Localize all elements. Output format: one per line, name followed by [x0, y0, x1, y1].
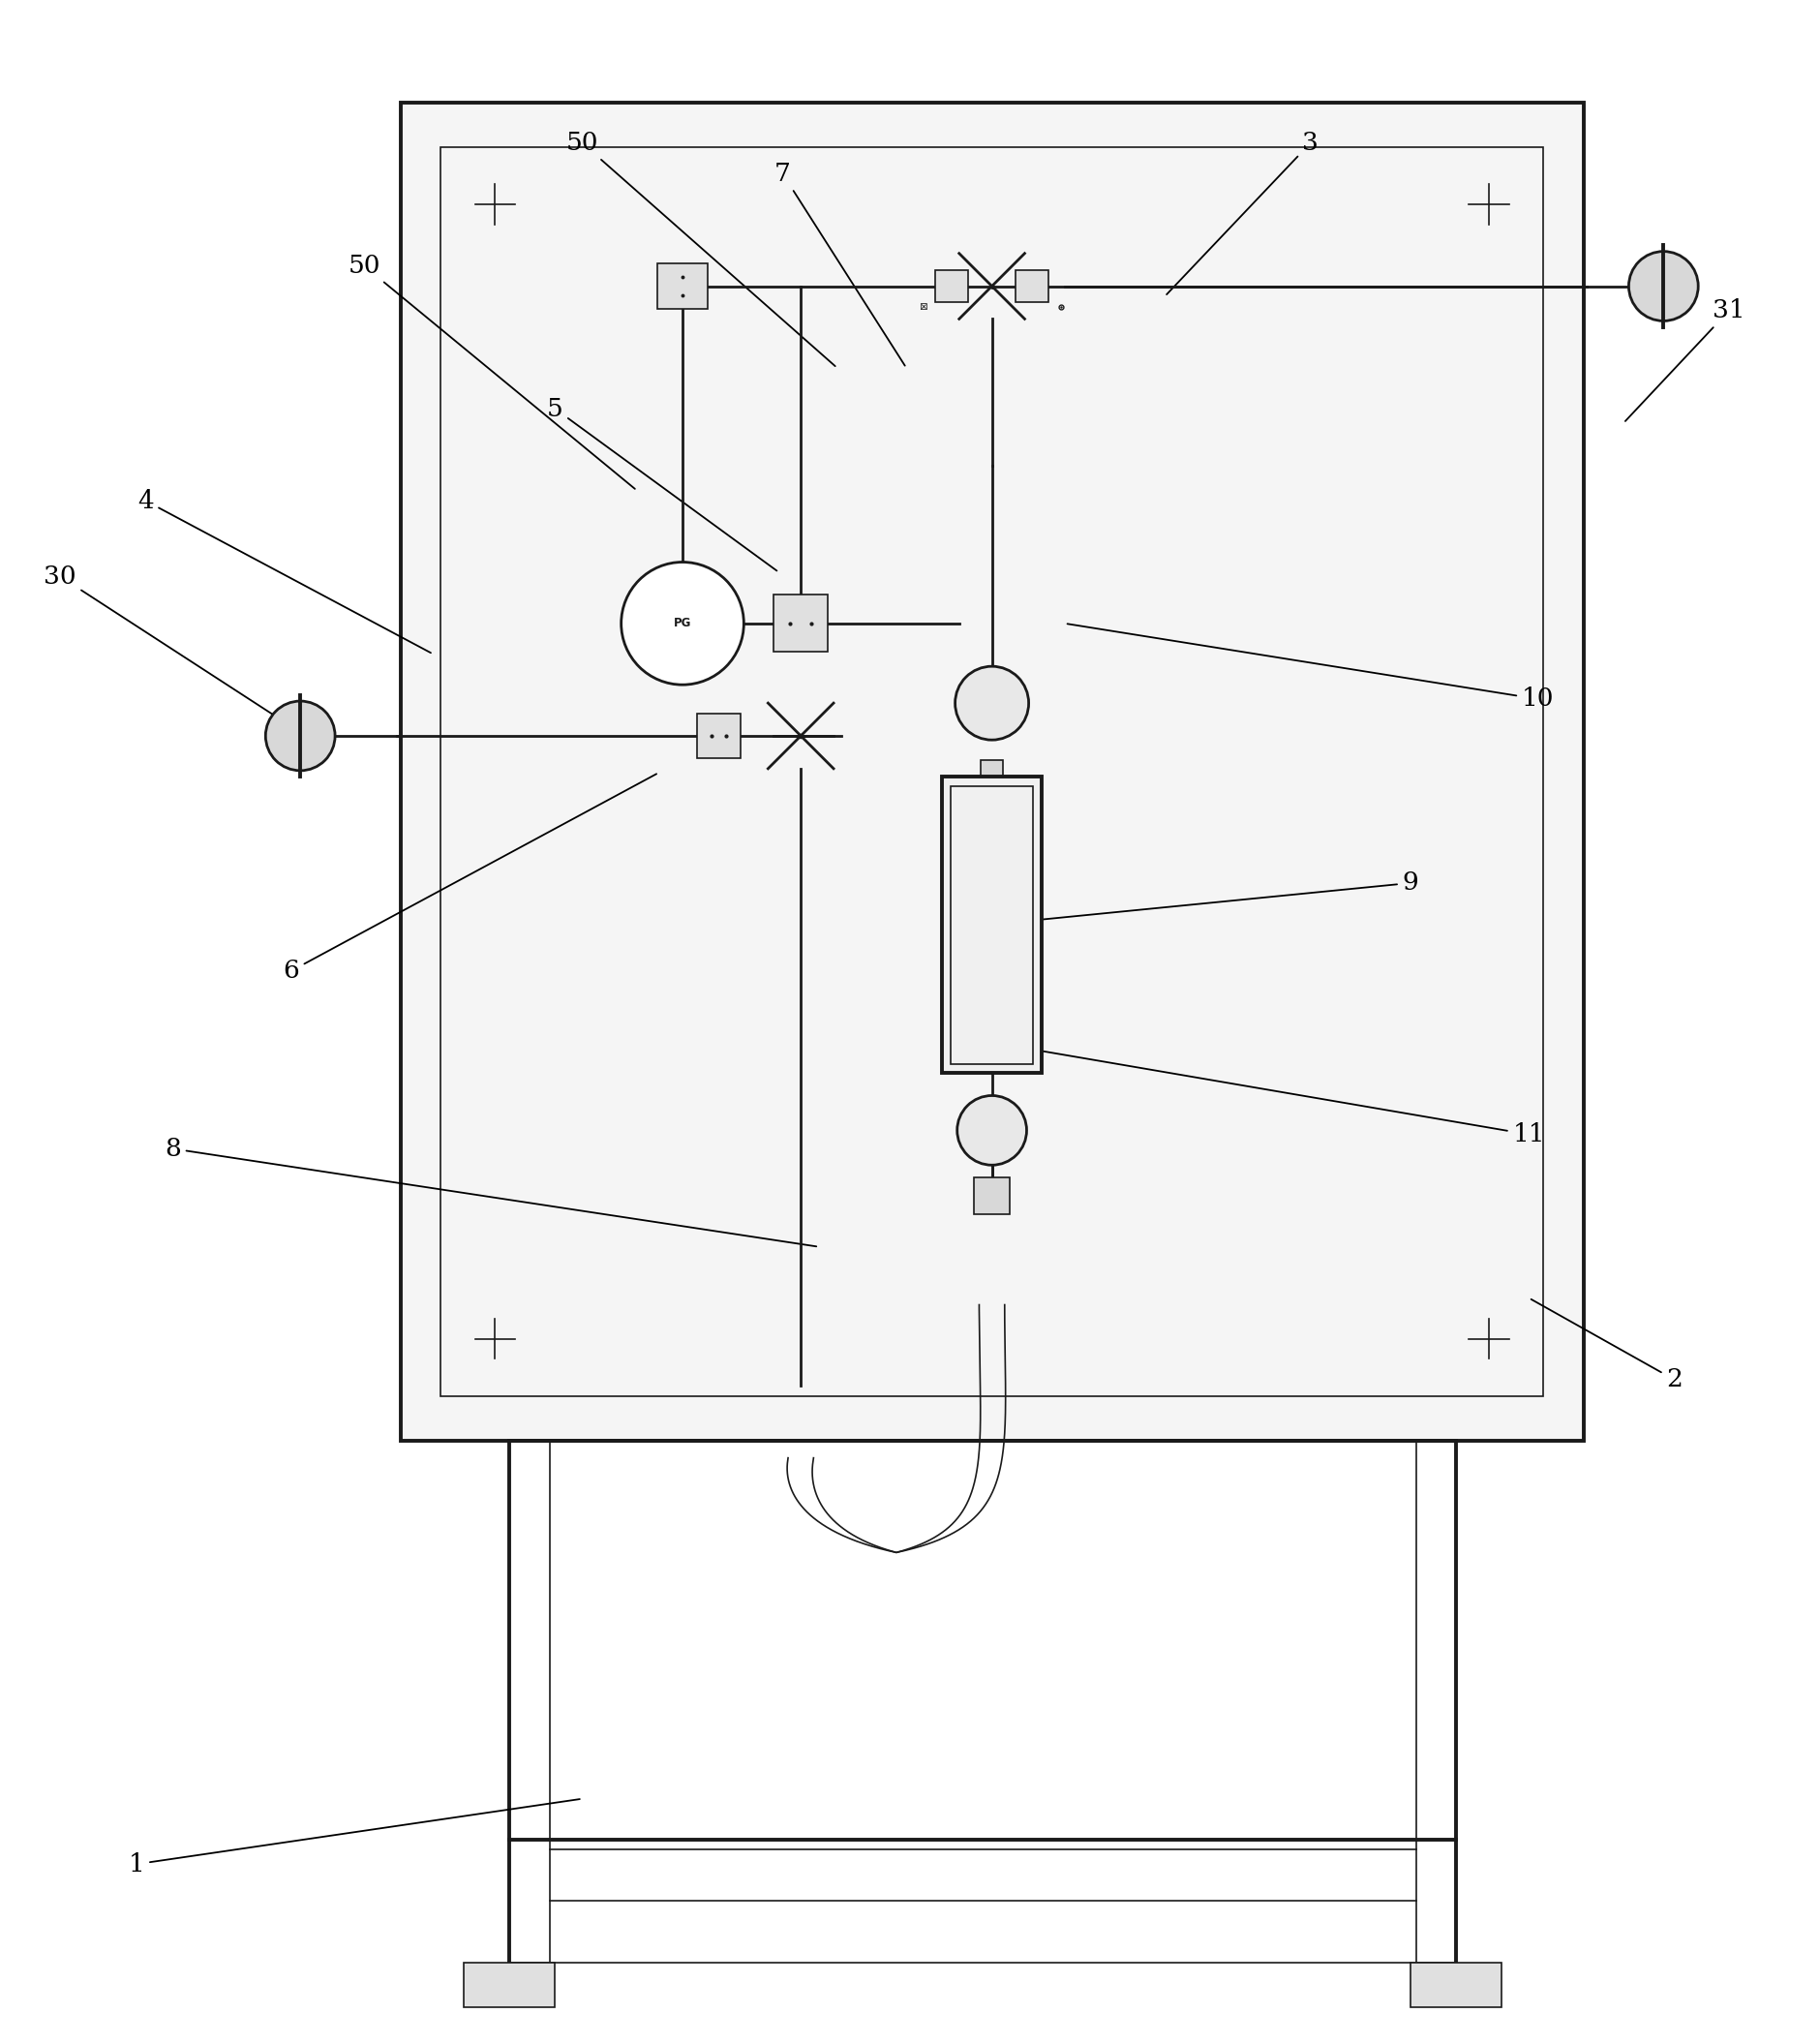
Text: 2: 2 [1531, 1300, 1682, 1392]
Text: 50: 50 [566, 131, 835, 366]
Bar [981, 760, 1003, 785]
Bar [974, 1177, 1010, 1214]
Text: 31: 31 [1625, 298, 1745, 421]
Text: 4: 4 [138, 489, 431, 652]
Bar [440, 147, 1543, 1396]
Text: 8: 8 [166, 1136, 817, 1247]
Text: PG: PG [673, 617, 692, 630]
Text: 6: 6 [284, 775, 657, 983]
Bar [1016, 270, 1048, 303]
Bar [464, 1962, 555, 2007]
Circle shape [1629, 251, 1698, 321]
Circle shape [266, 701, 335, 771]
Circle shape [956, 666, 1028, 740]
Text: 7: 7 [775, 161, 905, 366]
Bar [1410, 1962, 1501, 2007]
Text: 1: 1 [129, 1799, 581, 1876]
Circle shape [621, 562, 744, 685]
Circle shape [957, 1096, 1026, 1165]
Text: ⊠: ⊠ [919, 303, 926, 311]
Text: 11: 11 [1017, 1047, 1545, 1147]
Bar [697, 713, 741, 758]
Bar [774, 595, 828, 652]
Text: 3: 3 [1167, 131, 1318, 294]
Bar [657, 264, 708, 309]
Text: 30: 30 [44, 564, 304, 734]
Text: 10: 10 [1067, 623, 1554, 711]
Text: 9: 9 [999, 871, 1418, 924]
Text: 5: 5 [548, 397, 777, 570]
Bar [400, 102, 1583, 1441]
Text: 50: 50 [348, 253, 635, 489]
Bar [935, 270, 968, 303]
Bar [943, 777, 1043, 1073]
Bar [952, 785, 1034, 1065]
